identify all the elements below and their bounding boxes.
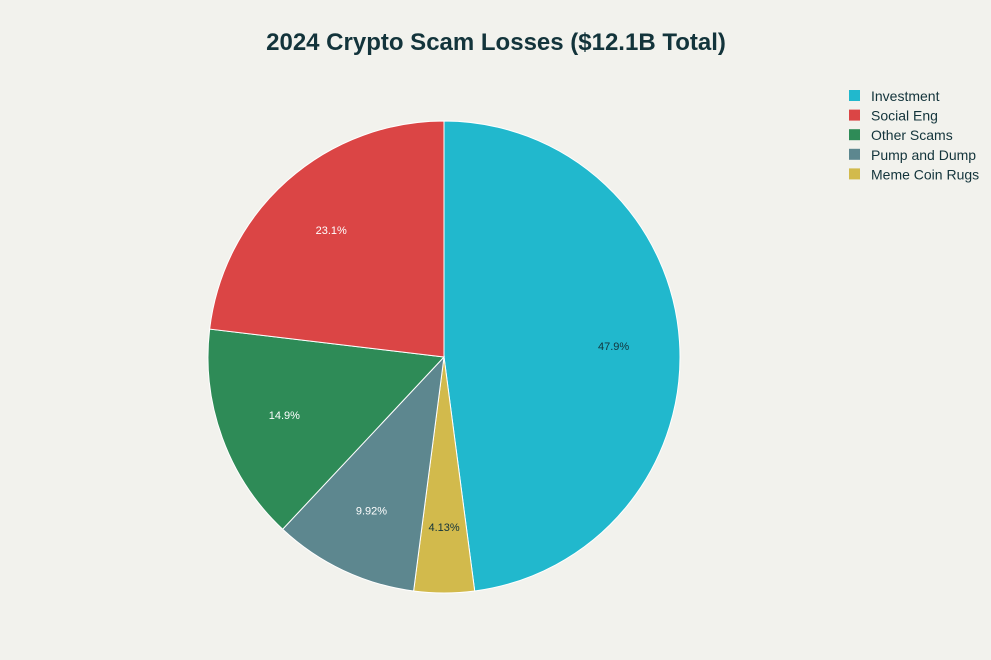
slice-label-meme-coin-rugs: 4.13% [429, 522, 460, 534]
slice-labels: 47.9% 4.13% 9.92% 14.9% 23.1% [269, 225, 630, 534]
legend-item-meme-coin-rugs[interactable]: Meme Coin Rugs [849, 166, 979, 182]
legend-swatch [849, 109, 860, 121]
legend-swatch [849, 129, 860, 141]
legend-label: Other Scams [871, 127, 953, 143]
slice-label-investment: 47.9% [598, 341, 629, 353]
legend-label: Social Eng [871, 108, 938, 124]
legend-item-pump-and-dump[interactable]: Pump and Dump [849, 147, 976, 163]
legend-item-social-eng[interactable]: Social Eng [849, 108, 938, 124]
legend: Investment Social Eng Other Scams Pump and … [849, 88, 979, 182]
legend-item-investment[interactable]: Investment [849, 88, 940, 104]
chart-title: 2024 Crypto Scam Losses ($12.1B Total) [266, 29, 726, 56]
pie-slice-social-eng [209, 120, 445, 358]
legend-swatch [849, 90, 860, 101]
slice-label-social-eng: 23.1% [316, 225, 347, 237]
legend-label: Pump and Dump [871, 147, 976, 163]
slice-label-pump-and-dump: 9.92% [356, 506, 387, 518]
pie-slice-pump-and-dump [281, 355, 445, 592]
pie-slice-other-scams [207, 328, 446, 530]
legend-swatch [849, 168, 860, 180]
legend-swatch [849, 148, 860, 160]
slice-label-other-scams: 14.9% [269, 410, 300, 422]
pie [207, 120, 681, 594]
legend-item-other-scams[interactable]: Other Scams [849, 127, 953, 143]
pie-slice-investment [443, 120, 681, 592]
legend-label: Meme Coin Rugs [871, 166, 979, 182]
legend-label: Investment [871, 88, 940, 104]
